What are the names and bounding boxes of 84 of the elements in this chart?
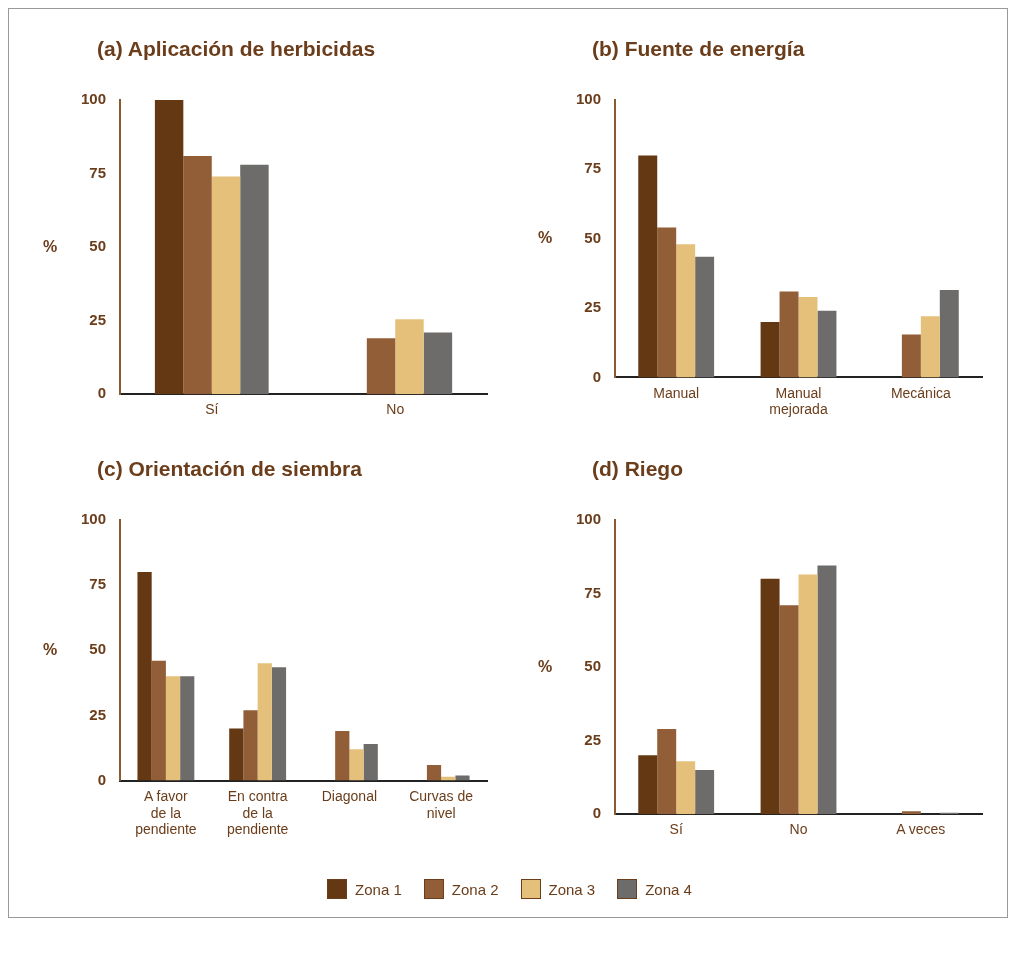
- y-tick-label: 100: [81, 510, 107, 528]
- y-tick-label: 75: [584, 159, 602, 177]
- bar: [798, 574, 818, 815]
- legend-label: Zona 3: [548, 880, 596, 898]
- bar: [657, 728, 677, 815]
- bar: [798, 296, 818, 378]
- chart-title: (c) Orientación de siembra: [97, 457, 363, 482]
- bar: [366, 338, 396, 395]
- bar: [183, 155, 212, 395]
- bar: [760, 321, 780, 378]
- y-tick-label: 75: [89, 163, 107, 181]
- x-tick-label: No: [386, 401, 405, 418]
- bar: [211, 176, 241, 395]
- bar: [229, 728, 244, 781]
- y-tick-label: 25: [584, 730, 602, 748]
- y-tick-label: 25: [89, 705, 107, 723]
- bar: [695, 770, 715, 815]
- y-tick-label: 50: [584, 657, 602, 675]
- x-tick-label: Sí: [669, 821, 683, 838]
- chart-title: (d) Riego: [592, 457, 684, 482]
- bar: [676, 244, 696, 378]
- y-tick-label: 0: [592, 367, 602, 385]
- y-axis-title: %: [42, 640, 58, 658]
- chart-title: (a) Aplicación de herbicidas: [97, 37, 377, 62]
- bar: [395, 319, 424, 395]
- y-tick-label: 75: [584, 583, 602, 601]
- bar: [817, 565, 837, 815]
- bar: [257, 663, 272, 781]
- bar: [154, 100, 184, 395]
- y-axis-title: %: [537, 229, 553, 247]
- bar: [165, 676, 181, 781]
- x-tick-label: Curvas de nivel: [409, 787, 474, 821]
- bar: [423, 332, 453, 395]
- x-tick-label: A favor de la pendiente: [135, 787, 197, 838]
- bar: [349, 749, 364, 781]
- y-tick-label: 50: [89, 237, 107, 255]
- y-tick-label: 50: [89, 640, 107, 658]
- chart-title: (b) Fuente de energía: [592, 37, 806, 62]
- bar: [363, 744, 378, 781]
- y-tick-label: 75: [89, 575, 107, 593]
- bar: [243, 710, 258, 781]
- y-tick-label: 25: [89, 310, 107, 328]
- bar: [676, 761, 696, 815]
- x-tick-label: Manual mejorada: [769, 384, 828, 418]
- y-tick-label: 0: [97, 384, 107, 402]
- bar: [335, 731, 350, 781]
- bar: [760, 578, 780, 815]
- bar: [180, 676, 195, 781]
- bar: [271, 667, 287, 781]
- bar: [901, 811, 921, 815]
- x-tick-label: Sí: [205, 401, 219, 418]
- x-tick-label: Diagonal: [321, 787, 378, 804]
- bar: [779, 605, 799, 815]
- x-tick-label: No: [789, 821, 808, 838]
- bar: [779, 291, 799, 378]
- bar: [240, 164, 269, 395]
- bar: [817, 310, 837, 378]
- legend-label: Zona 4: [645, 880, 692, 898]
- x-tick-label: En contra de la pendiente: [226, 787, 289, 838]
- bar: [920, 316, 940, 378]
- y-axis-title: %: [42, 237, 58, 255]
- bar: [657, 227, 677, 378]
- y-tick-label: 0: [97, 770, 107, 788]
- bar: [638, 155, 658, 378]
- x-tick-label: Mecánica: [890, 384, 952, 401]
- bar: [137, 572, 152, 781]
- y-tick-label: 25: [584, 298, 602, 316]
- x-tick-label: A veces: [896, 821, 946, 838]
- bar: [695, 256, 715, 378]
- bar: [426, 764, 442, 781]
- bar: [638, 755, 658, 815]
- y-tick-label: 50: [584, 228, 602, 246]
- bar: [455, 775, 470, 781]
- y-tick-label: 100: [576, 510, 602, 528]
- legend-label: Zona 2: [451, 880, 499, 898]
- y-axis-title: %: [537, 657, 553, 675]
- bar: [939, 290, 959, 378]
- bar: [901, 334, 921, 378]
- y-tick-label: 100: [576, 90, 602, 108]
- x-tick-label: Manual: [653, 384, 700, 401]
- y-tick-label: 0: [592, 804, 602, 822]
- bar: [151, 660, 166, 781]
- legend-label: Zona 1: [355, 880, 402, 898]
- y-tick-label: 100: [81, 90, 107, 108]
